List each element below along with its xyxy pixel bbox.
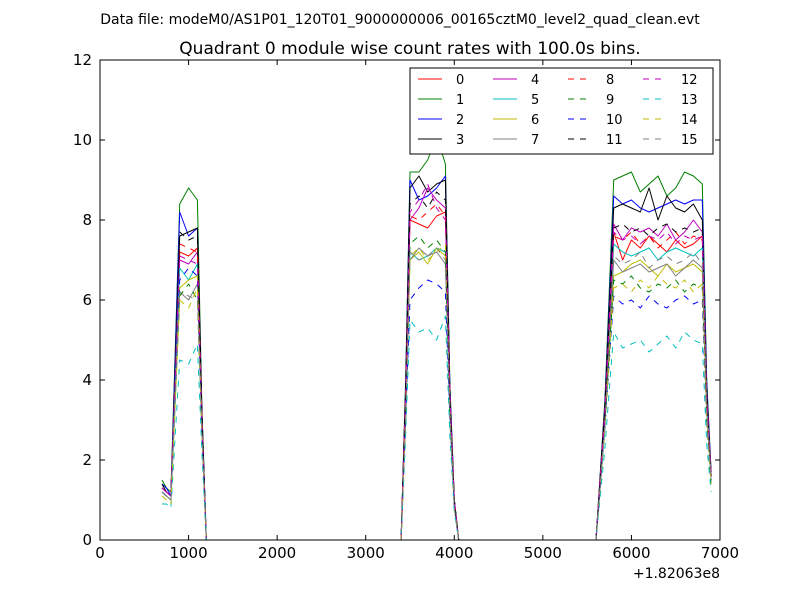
series-line-13 <box>162 315 712 541</box>
y-tick-label: 10 <box>73 131 92 149</box>
chart-title: Quadrant 0 module wise count rates with … <box>179 39 640 59</box>
series-line-15 <box>161 247 712 541</box>
legend-label-2: 2 <box>456 113 464 128</box>
series-line-11 <box>161 191 712 541</box>
x-tick-label: 5000 <box>524 544 562 562</box>
y-tick-label: 8 <box>82 211 92 229</box>
y-tick-label: 0 <box>82 531 92 549</box>
x-tick-label: 7000 <box>701 544 739 562</box>
y-tick-label: 6 <box>82 291 92 309</box>
legend-box <box>409 67 714 155</box>
legend-label-6: 6 <box>531 113 539 128</box>
legend-label-5: 5 <box>531 93 539 108</box>
legend-label-3: 3 <box>456 133 464 148</box>
y-tick-label: 2 <box>82 451 92 469</box>
x-tick-label: 6000 <box>612 544 650 562</box>
y-tick-label: 4 <box>82 371 92 389</box>
legend-label-8: 8 <box>606 73 614 88</box>
x-tick-label: 2000 <box>258 544 296 562</box>
series-line-14 <box>161 243 712 541</box>
legend-label-9: 9 <box>606 93 614 108</box>
legend-label-0: 0 <box>456 73 464 88</box>
figure-suptitle: Data file: modeM0/AS1P01_120T01_90000000… <box>100 12 700 28</box>
x-tick-label: 3000 <box>347 544 385 562</box>
legend-label-15: 15 <box>681 133 698 148</box>
x-tick-label: 1000 <box>169 544 207 562</box>
y-tick-label: 12 <box>73 51 92 69</box>
x-axis: 0 1000 2000 3000 4000 5000 6000 7000 <box>95 60 739 562</box>
legend-label-1: 1 <box>456 93 464 108</box>
legend-label-4: 4 <box>531 73 539 88</box>
x-offset-label: +1.82063e8 <box>633 566 720 582</box>
legend-label-14: 14 <box>681 113 698 128</box>
legend-label-12: 12 <box>681 73 698 88</box>
legend-label-11: 11 <box>606 133 623 148</box>
x-tick-label: 0 <box>95 544 105 562</box>
legend-label-13: 13 <box>681 93 698 108</box>
legend-label-10: 10 <box>606 113 623 128</box>
x-tick-label: 4000 <box>435 544 473 562</box>
legend-label-7: 7 <box>531 133 539 148</box>
